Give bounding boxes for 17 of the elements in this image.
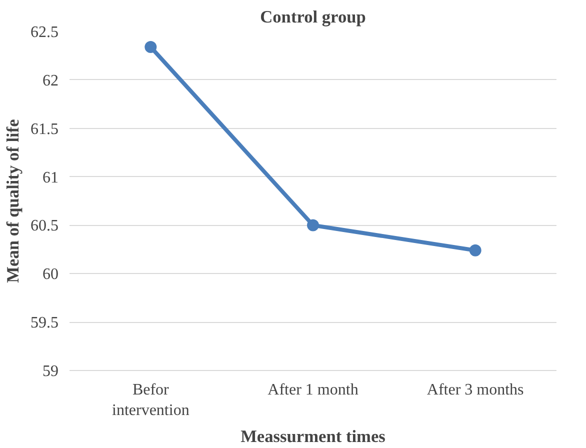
x-tick-label: Befor intervention — [112, 382, 190, 419]
y-tick-label: 60.5 — [30, 218, 58, 235]
point — [469, 244, 482, 256]
y-tick-label: 61.5 — [30, 120, 58, 138]
point — [307, 219, 319, 232]
y-tick-label: 59.5 — [30, 314, 58, 332]
y-tick-label: 62 — [42, 72, 58, 90]
x-tick-label: After 3 months — [426, 382, 524, 398]
y-tick-label: 62.5 — [30, 24, 58, 41]
point — [144, 41, 157, 53]
y-tick-label: 59 — [42, 363, 58, 380]
y-tick-label: 60 — [42, 266, 58, 284]
x-tick-label: After 1 month — [268, 382, 358, 398]
x-axis-title: Meassurment times — [240, 426, 386, 446]
y-tick-label: 61 — [42, 169, 58, 186]
chart-title: Control group — [260, 8, 366, 26]
y-axis-title: Mean of quality of life — [4, 118, 22, 283]
